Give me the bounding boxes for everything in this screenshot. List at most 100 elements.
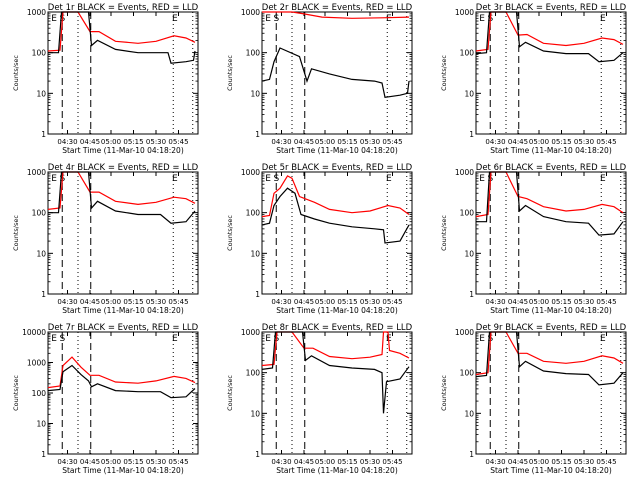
x-tick-label: 05:45 — [168, 458, 188, 466]
x-axis-label: Start Time (11-Mar-10 04:18:20) — [62, 146, 184, 155]
x-tick-label: 05:30 — [574, 138, 594, 146]
y-tick-label: 10000 — [22, 328, 46, 337]
x-tick-label: 05:15 — [551, 458, 571, 466]
y-tick-label: 10 — [250, 409, 260, 418]
marker-label: S — [60, 334, 66, 344]
x-tick-label: 05:30 — [360, 458, 380, 466]
x-axis-label: Start Time (11-Mar-10 04:18:20) — [276, 146, 398, 155]
marker-label: E — [600, 14, 606, 24]
x-axis-label: Start Time (11-Mar-10 04:18:20) — [490, 306, 612, 315]
plot-frame — [261, 331, 413, 455]
y-tick-label: 10 — [464, 249, 474, 258]
x-tick-label: 04:30 — [485, 138, 505, 146]
panel-title: Det 8r BLACK = Events, RED = LLD — [262, 323, 413, 333]
plot-frame — [261, 11, 413, 135]
x-tick-label: 04:30 — [57, 298, 77, 306]
x-tick-label: 05:30 — [360, 298, 380, 306]
y-axis-label: Counts/sec — [226, 375, 234, 411]
x-tick-label: 05:00 — [101, 298, 121, 306]
x-axis-label: Start Time (11-Mar-10 04:18:20) — [490, 466, 612, 475]
panel-title: Det 5r BLACK = Events, RED = LLD — [262, 163, 413, 173]
y-tick-label: 1000 — [241, 168, 260, 177]
x-axis-label: Start Time (11-Mar-10 04:18:20) — [276, 306, 398, 315]
y-tick-label: 1000 — [455, 168, 474, 177]
y-axis-label: Counts/sec — [440, 55, 448, 91]
y-tick-label: 1 — [41, 130, 46, 139]
y-axis-label: Counts/sec — [12, 375, 20, 411]
x-tick-label: 05:30 — [146, 298, 166, 306]
panel-title: Det 4r BLACK = Events, RED = LLD — [48, 163, 199, 173]
panel-title: Det 3r BLACK = Events, RED = LLD — [476, 3, 627, 13]
y-tick-label: 1 — [255, 130, 260, 139]
x-tick-label: 05:00 — [315, 298, 335, 306]
y-tick-label: 100 — [32, 49, 47, 58]
panel-title: Det 6r BLACK = Events, RED = LLD — [476, 163, 627, 173]
events-series-line — [261, 187, 410, 244]
x-tick-label: 05:30 — [146, 138, 166, 146]
y-tick-label: 100 — [32, 389, 47, 398]
panel-title: Det 7r BLACK = Events, RED = LLD — [48, 323, 199, 333]
panel-title: Det 9r BLACK = Events, RED = LLD — [476, 323, 627, 333]
plot-frame — [475, 171, 627, 295]
panel-title: Det 2r BLACK = Events, RED = LLD — [262, 3, 413, 13]
y-tick-label: 100 — [246, 369, 261, 378]
y-tick-label: 100 — [246, 209, 261, 218]
marker-label: E — [172, 334, 178, 344]
lld-series-line — [261, 175, 410, 218]
plot-frame — [475, 331, 627, 455]
x-tick-label: 04:45 — [508, 458, 528, 466]
x-tick-label: 04:30 — [57, 458, 77, 466]
detector-panel-1: Det 1r BLACK = Events, RED = LLD 1 10 100 10… — [12, 3, 199, 155]
lld-series-line — [475, 331, 624, 376]
x-tick-label: 04:45 — [508, 138, 528, 146]
marker-label: E — [600, 174, 606, 184]
events-series-line — [475, 11, 624, 63]
x-tick-label: 05:30 — [146, 458, 166, 466]
y-axis-label: Counts/sec — [226, 215, 234, 251]
y-tick-label: 100 — [32, 209, 47, 218]
y-tick-label: 10 — [250, 89, 260, 98]
marker-label: E — [265, 334, 271, 344]
detector-panel-3: Det 3r BLACK = Events, RED = LLD 1 10 100 10… — [440, 3, 627, 155]
x-tick-label: 05:00 — [101, 138, 121, 146]
marker-label: E — [51, 334, 57, 344]
x-tick-label: 04:45 — [294, 298, 314, 306]
y-tick-label: 1000 — [27, 168, 46, 177]
lld-series-line — [47, 171, 196, 210]
marker-label: E — [386, 14, 392, 24]
x-tick-label: 04:30 — [271, 298, 291, 306]
x-tick-label: 04:30 — [485, 458, 505, 466]
x-tick-label: 05:15 — [551, 138, 571, 146]
x-tick-label: 05:00 — [315, 458, 335, 466]
detector-panel-2: Det 2r BLACK = Events, RED = LLD 1 10 100 10… — [226, 3, 413, 155]
x-tick-label: 05:00 — [101, 458, 121, 466]
x-tick-label: 04:45 — [294, 138, 314, 146]
plot-frame — [261, 171, 413, 295]
y-tick-label: 10 — [36, 420, 46, 429]
y-tick-label: 1000 — [241, 328, 260, 337]
y-axis-label: Counts/sec — [226, 55, 234, 91]
y-tick-label: 1000 — [455, 328, 474, 337]
panel-title: Det 1r BLACK = Events, RED = LLD — [48, 3, 199, 13]
y-tick-label: 1000 — [27, 359, 46, 368]
x-tick-label: 05:00 — [315, 138, 335, 146]
x-tick-label: 04:45 — [80, 138, 100, 146]
y-tick-label: 100 — [246, 49, 261, 58]
events-series-line — [48, 11, 196, 64]
y-tick-label: 1000 — [241, 8, 260, 17]
detector-panel-6: Det 6r BLACK = Events, RED = LLD 1 10 100 10… — [440, 163, 627, 315]
lld-series-line — [475, 171, 624, 218]
x-axis-label: Start Time (11-Mar-10 04:18:20) — [62, 466, 184, 475]
lld-series-line — [475, 11, 624, 52]
events-series-line — [261, 47, 410, 98]
x-tick-label: 05:00 — [529, 298, 549, 306]
marker-label: E — [479, 334, 485, 344]
y-tick-label: 1 — [255, 450, 260, 459]
y-axis-label: Counts/sec — [440, 215, 448, 251]
marker-label: E — [51, 174, 57, 184]
x-tick-label: 05:30 — [360, 138, 380, 146]
x-tick-label: 05:30 — [574, 458, 594, 466]
x-tick-label: 05:15 — [337, 458, 357, 466]
detector-panel-9: Det 9r BLACK = Events, RED = LLD 1 10 100 10… — [440, 323, 627, 475]
